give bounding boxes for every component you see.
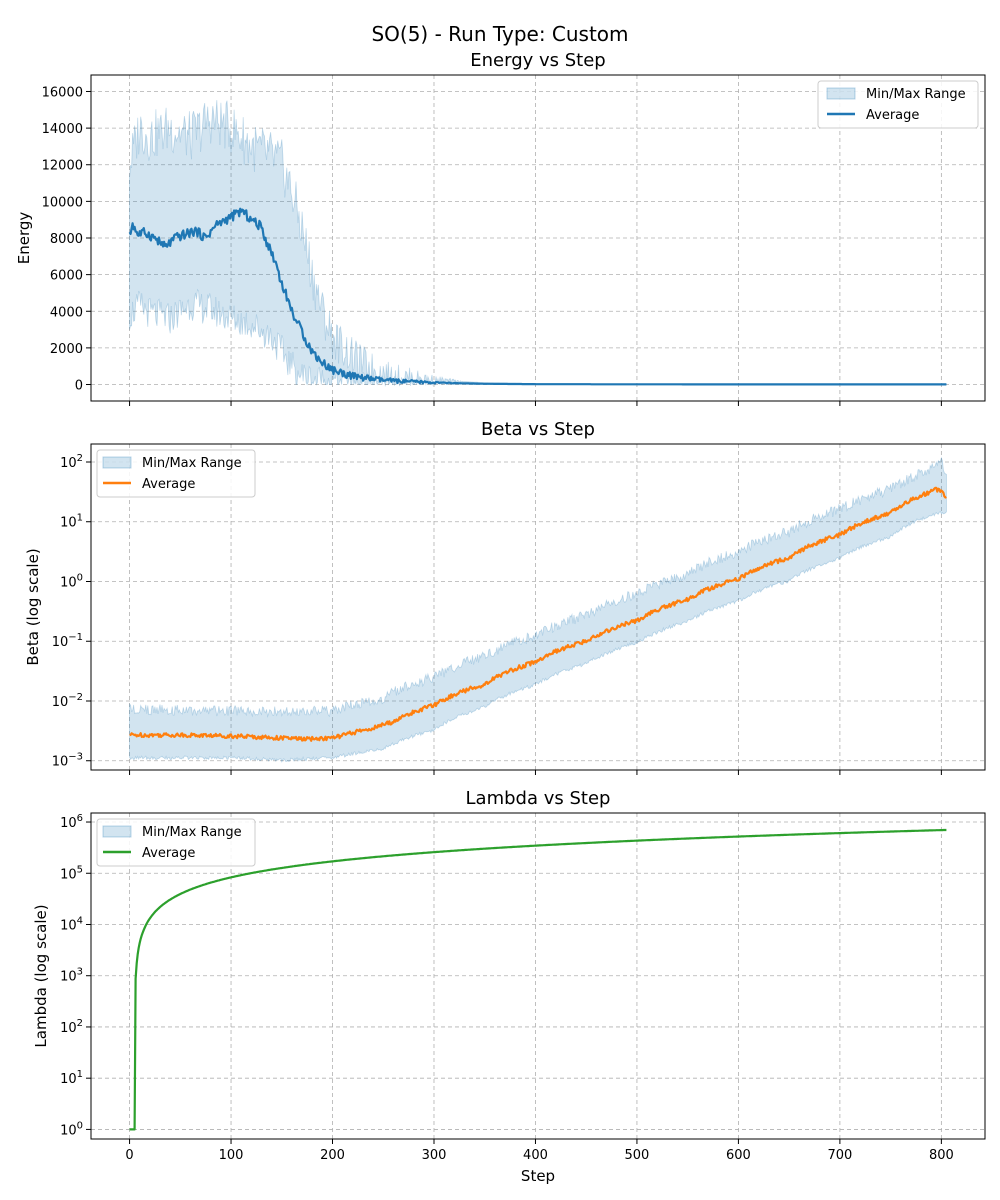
x-tick-label: 600 [726, 1148, 751, 1163]
x-tick-label: 300 [422, 1148, 447, 1163]
legend-range-label: Min/Max Range [142, 456, 242, 471]
x-tick-label: 500 [625, 1148, 650, 1163]
figure-title: SO(5) - Run Type: Custom [371, 22, 628, 46]
beta-y-axis-label: Beta (log scale) [24, 548, 42, 665]
legend-range-swatch [102, 456, 132, 469]
legend-frame [96, 818, 256, 867]
y-tick-label: 102 [60, 1018, 83, 1036]
lambda-legend: Min/Max Range Average [96, 818, 256, 867]
y-tick-label: 14000 [42, 122, 83, 137]
lambda-average-line [129, 828, 947, 1131]
energy-minmax-band [129, 100, 947, 387]
beta-minmax-band [129, 456, 947, 763]
lambda-panel-title: Lambda vs Step [466, 788, 611, 809]
y-tick-label: 101 [60, 513, 83, 531]
y-tick-label: 10−3 [52, 752, 83, 770]
y-tick-label: 102 [60, 453, 83, 471]
beta-panel-title: Beta vs Step [481, 419, 595, 440]
y-tick-label: 2000 [50, 342, 83, 357]
lambda-panel: Lambda vs Step Lambda (log scale) 0 100 20… [32, 788, 986, 1163]
legend-average-label: Average [142, 477, 195, 492]
legend-range-swatch [826, 87, 856, 100]
energy-y-axis-label: Energy [15, 212, 33, 265]
y-tick-label: 10−2 [52, 692, 83, 710]
x-tick-label: 200 [320, 1148, 345, 1163]
y-tick-label: 103 [60, 967, 83, 985]
y-tick-label: 105 [60, 864, 83, 882]
legend-range-swatch [102, 825, 132, 838]
energy-panel: Energy vs Step Energy 0 2000 4000 6000 8000 1… [15, 50, 986, 406]
x-tick-label: 700 [827, 1148, 852, 1163]
y-tick-label: 8000 [50, 232, 83, 247]
beta-panel: Beta vs Step Beta (log scale) 10−310−210… [24, 419, 986, 775]
y-tick-label: 6000 [50, 269, 83, 284]
y-tick-label: 100 [60, 1120, 83, 1138]
lambda-minmax-band [129, 829, 947, 1130]
y-tick-label: 12000 [42, 159, 83, 174]
legend-average-label: Average [866, 108, 919, 123]
y-tick-label: 101 [60, 1069, 83, 1087]
x-tick-label: 800 [929, 1148, 954, 1163]
x-tick-label: 400 [523, 1148, 548, 1163]
y-tick-label: 106 [60, 813, 83, 831]
energy-average-line [128, 207, 947, 386]
beta-average-line [129, 486, 947, 742]
beta-axes-frame [90, 443, 986, 771]
x-tick-label: 100 [219, 1148, 244, 1163]
energy-plot: 0 2000 4000 6000 8000 10000 12000 14000 16000 [42, 74, 986, 406]
beta-plot: 10−3 10−2 10−1 100 101 102 [52, 443, 986, 775]
x-axis-label: Step [521, 1167, 555, 1185]
legend-average-label: Average [142, 846, 195, 861]
y-tick-label: 104 [60, 915, 83, 933]
energy-panel-title: Energy vs Step [470, 50, 605, 71]
legend-range-label: Min/Max Range [866, 87, 966, 102]
y-tick-label: 10−1 [52, 632, 83, 650]
lambda-y-axis-label: Lambda (log scale) [32, 904, 50, 1047]
y-tick-label: 10000 [42, 195, 83, 210]
y-tick-label: 16000 [42, 85, 83, 100]
y-tick-label: 100 [60, 572, 83, 590]
y-tick-label: 4000 [50, 305, 83, 320]
y-tick-label: 0 [75, 379, 83, 394]
legend-frame [817, 80, 979, 129]
energy-legend: Min/Max Range Average [817, 80, 979, 129]
legend-range-label: Min/Max Range [142, 825, 242, 840]
x-tick-label: 0 [125, 1148, 133, 1163]
legend-frame [96, 449, 256, 498]
beta-legend: Min/Max Range Average [96, 449, 256, 498]
